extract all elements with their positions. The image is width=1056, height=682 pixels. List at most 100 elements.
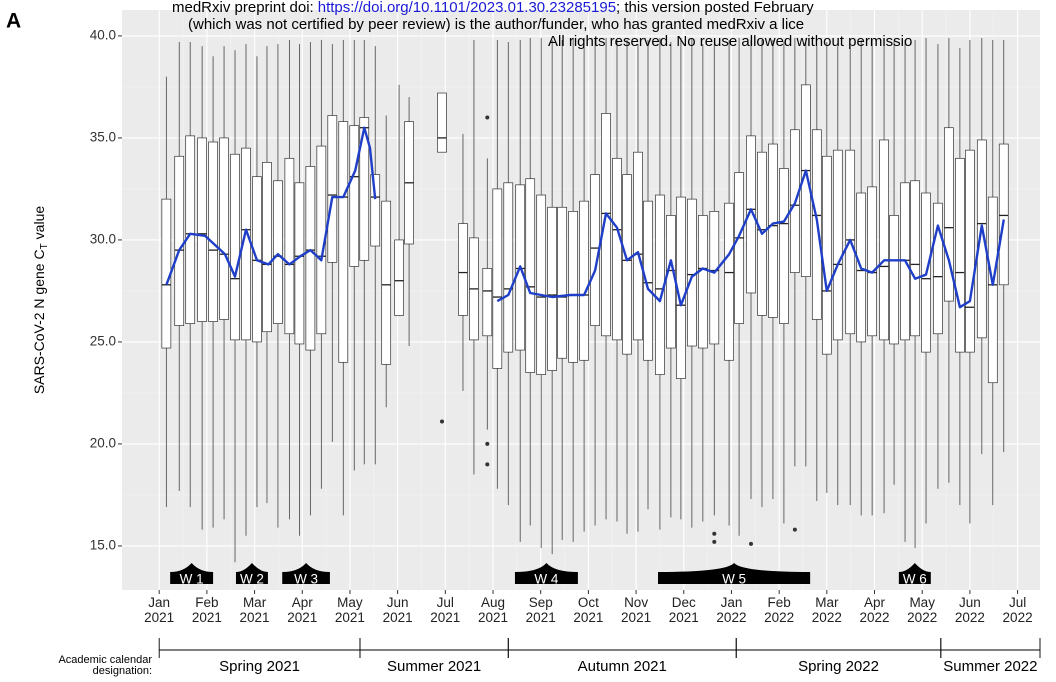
x-tick-label: Oct 2021 [573, 595, 604, 625]
watermark-text: medRxiv preprint doi: [172, 0, 314, 16]
y-tick-label: 20.0 [90, 435, 116, 450]
outlier [485, 462, 490, 467]
box [965, 149, 975, 353]
box [779, 168, 789, 324]
box [547, 206, 557, 371]
y-label-suffix: value [31, 206, 47, 240]
box [557, 206, 568, 359]
box [643, 200, 653, 361]
box [821, 155, 832, 355]
box [349, 125, 360, 267]
outlier [485, 115, 490, 120]
box [579, 200, 589, 361]
box [219, 137, 229, 320]
x-tick-label: Jan 2022 [716, 595, 747, 625]
trend-line [165, 126, 1005, 309]
x-tick-label: Mar 2022 [811, 595, 842, 625]
box [284, 157, 295, 335]
y-tick-label: 25.0 [90, 333, 116, 348]
x-tick-label: Dec 2021 [668, 595, 699, 625]
box [536, 194, 547, 375]
wave-shape [658, 563, 811, 584]
box [879, 139, 889, 341]
outlier [712, 531, 717, 536]
watermark-line: (which was not certified by peer review)… [188, 16, 805, 33]
x-tick-label: Feb 2021 [191, 595, 222, 625]
box [359, 117, 370, 261]
box [687, 198, 697, 347]
box [174, 155, 185, 326]
y-axis-label: SARS-CoV-2 N gene CTvalue [31, 206, 50, 395]
calendar-label: Summer 2021 [387, 658, 482, 675]
box [933, 202, 943, 335]
wave-label: W 5 [722, 572, 746, 587]
watermark-text: ; this version posted February [616, 0, 814, 16]
calendar-label: Summer 2022 [943, 658, 1038, 675]
calendar-label: Autumn 2021 [577, 658, 667, 675]
box [832, 149, 843, 341]
x-tick-label: Sep 2021 [525, 595, 556, 625]
doi-link[interactable]: https://doi.org/10.1101/2023.01.30.23285… [317, 0, 617, 16]
box [734, 172, 744, 324]
calendar-label: Spring 2021 [219, 658, 301, 675]
watermark-line: All rights reserved. No reuse allowed wi… [548, 33, 913, 50]
x-tick-label: Apr 2021 [287, 595, 318, 625]
box [622, 174, 632, 355]
x-tick-label: Feb 2022 [764, 595, 795, 625]
x-tick-label: May 2021 [334, 595, 365, 625]
box [370, 174, 381, 247]
outlier [712, 539, 717, 544]
y-tick-label: 15.0 [90, 537, 116, 552]
x-tick-label: Jun 2021 [382, 595, 413, 625]
box [197, 137, 207, 322]
box [867, 186, 877, 337]
x-tick-label: May 2022 [907, 595, 938, 625]
box [976, 139, 987, 339]
x-tick-label: Jul 2021 [430, 595, 461, 625]
box [437, 92, 447, 153]
box [987, 196, 998, 384]
wave-label: W 1 [180, 572, 204, 587]
box [697, 215, 708, 349]
x-tick-label: Jul 2022 [1002, 595, 1033, 625]
y-label-sub: T [39, 243, 50, 249]
panel-label: A [6, 10, 21, 33]
box [262, 162, 272, 333]
box [601, 113, 611, 337]
box [746, 135, 756, 294]
box [910, 180, 920, 337]
box [525, 178, 536, 373]
y-label-main: SARS-CoV-2 N gene C [31, 249, 47, 394]
box [666, 215, 676, 349]
wave-shape [282, 563, 330, 584]
wave-label: W 3 [294, 572, 318, 587]
x-tick-label: Apr 2022 [859, 595, 890, 625]
wave-shape [514, 563, 578, 584]
box [185, 135, 196, 324]
box [273, 180, 283, 324]
wave-shape [235, 563, 268, 584]
wave-label: W 6 [903, 572, 927, 587]
x-tick-label: Mar 2021 [239, 595, 270, 625]
box [482, 268, 493, 337]
wave-shape [170, 563, 214, 584]
wave-label: W 4 [534, 572, 558, 587]
y-tick-label: 30.0 [90, 231, 116, 246]
wave-label: W 2 [240, 572, 264, 587]
x-tick-label: Jan 2021 [144, 595, 175, 625]
box [381, 200, 392, 365]
watermark-line: medRxiv preprint doi: https://doi.org/10.… [172, 0, 814, 16]
calendar-label: Spring 2022 [798, 658, 879, 675]
box [568, 211, 578, 363]
box [768, 143, 778, 318]
calendar-title: Academic calendar designation: [58, 654, 152, 677]
box [503, 182, 514, 353]
x-tick-label: Nov 2021 [621, 595, 652, 625]
y-tick-label: 35.0 [90, 129, 116, 144]
box [208, 141, 218, 322]
wave-shape [898, 563, 931, 584]
box [305, 166, 316, 351]
x-tick-label: Jun 2022 [954, 595, 985, 625]
